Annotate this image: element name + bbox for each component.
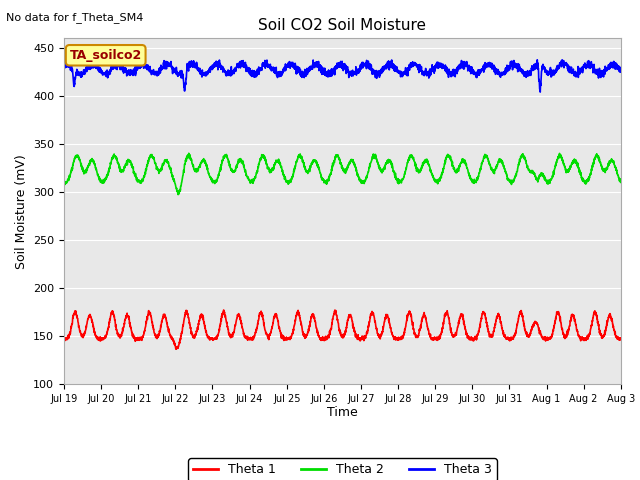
X-axis label: Time: Time bbox=[327, 407, 358, 420]
Y-axis label: Soil Moisture (mV): Soil Moisture (mV) bbox=[15, 154, 28, 269]
Title: Soil CO2 Soil Moisture: Soil CO2 Soil Moisture bbox=[259, 18, 426, 33]
Legend: Theta 1, Theta 2, Theta 3: Theta 1, Theta 2, Theta 3 bbox=[188, 458, 497, 480]
Text: TA_soilco2: TA_soilco2 bbox=[70, 49, 142, 62]
Text: No data for f_Theta_SM4: No data for f_Theta_SM4 bbox=[6, 12, 144, 23]
